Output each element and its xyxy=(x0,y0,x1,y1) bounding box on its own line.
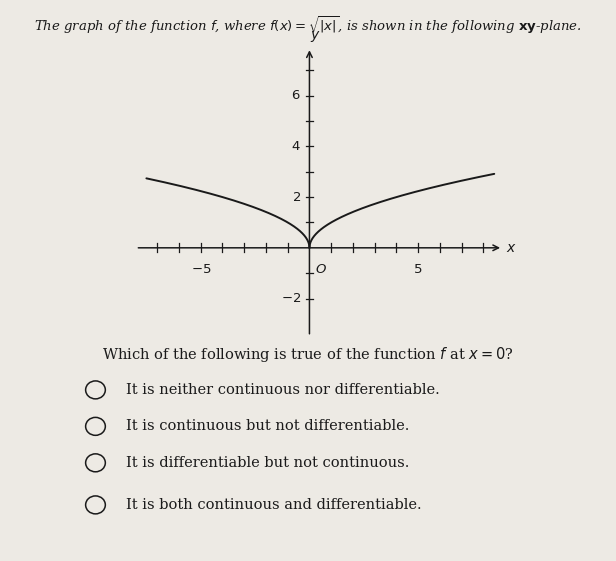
Text: $x$: $x$ xyxy=(506,241,517,255)
Text: $5$: $5$ xyxy=(413,263,423,276)
Text: $O$: $O$ xyxy=(315,263,327,276)
Text: It is both continuous and differentiable.: It is both continuous and differentiable… xyxy=(126,498,422,512)
Text: $y$: $y$ xyxy=(309,29,320,44)
Text: Which of the following is true of the function $f$ at $x = 0$?: Which of the following is true of the fu… xyxy=(102,345,514,364)
Text: It is neither continuous nor differentiable.: It is neither continuous nor differentia… xyxy=(126,383,440,397)
Text: $2$: $2$ xyxy=(291,191,301,204)
Text: The graph of the function $f$, where $f(x) = \sqrt{|x|}$, is shown in the follow: The graph of the function $f$, where $f(… xyxy=(34,14,582,36)
Text: It is continuous but not differentiable.: It is continuous but not differentiable. xyxy=(126,420,410,433)
Text: $4$: $4$ xyxy=(291,140,301,153)
Text: $6$: $6$ xyxy=(291,89,301,102)
Text: $-5$: $-5$ xyxy=(190,263,211,276)
Text: It is differentiable but not continuous.: It is differentiable but not continuous. xyxy=(126,456,410,470)
Text: $-2$: $-2$ xyxy=(280,292,301,305)
